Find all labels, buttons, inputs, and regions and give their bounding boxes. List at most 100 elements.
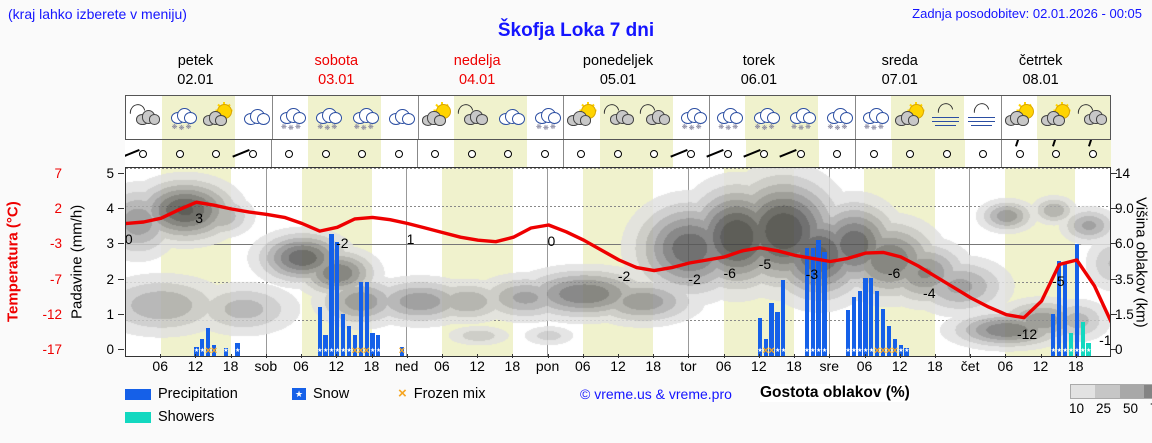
x-axis-tick-mark (794, 354, 796, 358)
temperature-value-label: -12 (1016, 325, 1038, 342)
temperature-tick: -17 (42, 342, 62, 357)
day-date: 04.01 (459, 72, 496, 88)
wind-barb-shaft (231, 149, 250, 158)
wind-barb-cell (1074, 140, 1111, 167)
day-separator (417, 140, 419, 167)
weather-icon-cell (198, 96, 236, 139)
snow-marker: ★ (863, 348, 869, 354)
x-axis-tick-mark (970, 354, 972, 358)
x-axis-tick-label: 18 (222, 358, 239, 374)
snow-marker: ★ (235, 348, 241, 354)
day-name: torek (742, 53, 775, 69)
precipitation-bar (810, 247, 815, 356)
x-axis-tick-mark (653, 354, 655, 358)
weather-icon-cell: ❋ ❋ ❋ (854, 96, 891, 139)
wind-barb-cell (819, 140, 856, 167)
frozen-mix-marker: × (874, 345, 881, 357)
temperature-value-label: -4 (923, 284, 936, 301)
snow-marker: ★ (1068, 348, 1074, 354)
sun-cloud-icon (1040, 101, 1071, 133)
precipitation-bar (898, 344, 903, 356)
weather-icon-cell (126, 96, 162, 139)
wind-barb-cell (307, 140, 345, 167)
x-axis-tick-label: 12 (751, 358, 767, 374)
precipitation-tick-mark (118, 349, 124, 350)
precipitation-tick-mark (118, 313, 124, 315)
precipitation-bar (892, 338, 897, 356)
snow-icon: ★ (292, 388, 306, 400)
precipitation-bar (211, 344, 217, 356)
x-axis-tick-label: 06 (856, 358, 873, 374)
snow-marker: ★ (328, 348, 335, 354)
copyright-label: © vreme.us & vreme.pro (580, 386, 732, 402)
cloud-density-value: 75 (1144, 401, 1152, 419)
temperature-axis-title: Temperatura (°C) (4, 201, 22, 323)
cloud-density-step (1071, 385, 1096, 398)
precipitation-bar (857, 291, 862, 356)
moon-fog-icon (931, 99, 961, 133)
weather-icon-cell: ❋ ❋ ❋ (745, 96, 782, 139)
wind-barb-cell (563, 140, 600, 167)
wind-barb-cell (271, 140, 308, 167)
snow-marker: ★ (821, 348, 828, 354)
snow-marker: ★ (1050, 348, 1057, 354)
sun-cloud-icon (202, 101, 233, 133)
cloud-snow-icon: ❋ ❋ ❋ (530, 103, 562, 133)
x-axis-tick-mark (864, 354, 866, 358)
precipitation-tick: 5 (106, 166, 114, 181)
weather-icon-cell (1073, 96, 1110, 139)
wind-barb-dot (796, 149, 805, 158)
day-header-row: petek 02.01 sobota 03.01 nedelja 04.01 ponedel… (125, 52, 1111, 92)
cloud-height-tick: 6.0 (1115, 236, 1134, 252)
weather-icon-cell: ❋ ❋ ❋ (818, 96, 854, 139)
legend: Precipitation Showers ★ Snow × Frozen mi… (125, 382, 1152, 440)
day-date: 08.01 (1022, 72, 1059, 88)
weather-icon-cell (636, 96, 673, 139)
precipitation-bar (845, 310, 850, 356)
cloud-snow-icon: ❋ ❋ ❋ (858, 103, 889, 133)
wind-barb-shaft (1015, 140, 1023, 147)
snow-marker: ★ (375, 348, 382, 354)
left-axis: Temperatura (°C) Padavine (mm/h) 7 2 -3 -7 -… (0, 166, 125, 357)
precipitation-bar (323, 335, 328, 356)
forecast-plot: ★ ★ × × ★ ★ ★ ★ ★ ★ ★ ★ × × × ★ ★ × ★ × × ★ ★ ★ ★ ★ ★ ★ ★ ★ ★ ★ × × × × ★ ★ ★ ★… (125, 167, 1111, 357)
cloud-density-value: 50 (1122, 401, 1139, 416)
precipitation-bar (194, 346, 199, 356)
wind-barb-shaft (779, 149, 797, 158)
wind-barb-dot (869, 149, 878, 158)
sun-cloud-icon (894, 101, 925, 133)
weather-icon-strip: ❋ ❋ ❋ ❋ ❋ ❋ ❋ ❋ ❋ ❋ ❋ ❋ ❋ ❋ ❋ ❋ ❋ ❋ ❋ ❋ ❋ ❋ ❋ ❋ ❋ ❋ ❋ ❋ ❋ ❋ ❋ ❋ ❋ (125, 95, 1111, 140)
cloud-density-step (1095, 385, 1120, 398)
snow-marker: ★ (1086, 348, 1092, 354)
precipitation-tick: 1 (106, 306, 114, 322)
day-separator (271, 140, 273, 167)
cloud-density-values: 1025507590100 (1063, 401, 1152, 419)
temperature-value-label: -6 (723, 264, 736, 281)
precipitation-tick-mark (118, 243, 124, 245)
day-name: sobota (314, 53, 359, 69)
precipitation-bar (235, 342, 240, 356)
wind-barb-cell (928, 140, 965, 167)
legend-showers: Showers (125, 409, 214, 425)
x-axis-tick-mark (512, 354, 514, 358)
wind-barb-cell (527, 140, 564, 167)
weather-icon-cell (453, 96, 491, 139)
cloud-height-tick: 14 (1115, 166, 1131, 181)
precipitation-tick: 0 (106, 342, 114, 357)
day-separator (1001, 140, 1003, 167)
legend-frozen-mix: × Frozen mix (398, 386, 485, 402)
cloud-density-value: 10 (1068, 401, 1085, 416)
frozen-mix-marker: × (762, 345, 769, 357)
x-axis-tick-label: 12 (469, 358, 485, 374)
menu-note: (kraj lahko izberete v meniju) (8, 6, 187, 22)
wind-barb-cell (1001, 140, 1038, 167)
x-axis-tick-mark (582, 354, 584, 358)
wind-barb-dot (1015, 149, 1024, 158)
temperature-tick: 2 (54, 201, 62, 217)
wind-barb-shaft (743, 149, 761, 158)
x-axis-tick-mark (230, 354, 232, 358)
last-updated-label: Zadnja posodobitev: 02.01.2026 - 00:05 (912, 6, 1142, 21)
day-separator (271, 96, 273, 139)
wind-barb-dot (504, 149, 513, 158)
temperature-value-label: -2 (617, 267, 631, 284)
